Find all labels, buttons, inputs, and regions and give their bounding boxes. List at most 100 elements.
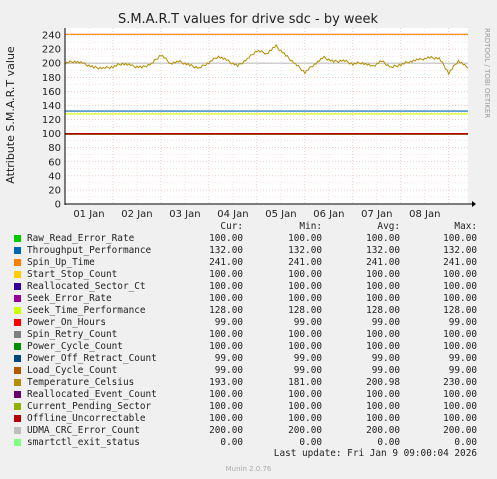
legend-avg: 200.98 — [366, 377, 400, 388]
legend-name: Start_Stop_Count — [27, 269, 118, 280]
legend-min: 100.00 — [288, 341, 322, 352]
x-tick-label: 04 Jan — [217, 209, 248, 220]
legend-max: 100.00 — [443, 389, 477, 400]
legend-row: Reallocated_Event_Count 100.00 100.00 100.0… — [0, 389, 497, 401]
legend-swatch — [14, 403, 21, 410]
y-tick-label: 180 — [42, 73, 61, 84]
legend-max: 100.00 — [443, 269, 477, 280]
y-tick-label: 120 — [42, 115, 61, 126]
legend-swatch — [14, 247, 21, 254]
last-update: Last update: Fri Jan 9 09:00:04 2026 — [273, 448, 477, 459]
legend-name: smartctl_exit_status — [27, 437, 140, 448]
legend-min: 100.00 — [288, 233, 322, 244]
rrdtool-credit: RRDTOOL / TOBI OETIKER — [483, 28, 491, 118]
legend-swatch — [14, 295, 21, 302]
legend-avg: 100.00 — [366, 389, 400, 400]
legend-row: Seek_Time_Performance 128.00 128.00 128.00 1… — [0, 305, 497, 317]
legend-header-cur: Cur: — [220, 221, 243, 232]
legend-max: 100.00 — [443, 413, 477, 424]
y-tick-label: 100 — [42, 129, 61, 140]
legend-min: 200.00 — [288, 425, 322, 436]
x-axis-arrow — [472, 201, 476, 207]
legend-row: Spin_Retry_Count 100.00 100.00 100.00 100.00 — [0, 329, 497, 341]
smart-chart: S.M.A.R.T values for drive sdc - by week… — [0, 0, 497, 221]
legend-swatch — [14, 379, 21, 386]
legend-cur: 99.00 — [214, 353, 243, 364]
legend-min: 99.00 — [293, 353, 322, 364]
legend-row: Seek_Error_Rate 100.00 100.00 100.00 100.00 — [0, 293, 497, 305]
legend-row: Throughput_Performance 132.00 132.00 132.00… — [0, 245, 497, 257]
legend-cur: 128.00 — [209, 305, 243, 316]
legend-min: 100.00 — [288, 281, 322, 292]
legend-row: Raw_Read_Error_Rate 100.00 100.00 100.00 100… — [0, 233, 497, 245]
legend-cur: 132.00 — [209, 245, 243, 256]
legend-header-avg: Avg: — [377, 221, 400, 232]
x-tick-labels: 01 Jan 02 Jan 03 Jan 04 Jan 05 Jan 06 Jan 07 J… — [73, 209, 440, 220]
legend-cur: 100.00 — [209, 389, 243, 400]
legend-min: 241.00 — [288, 257, 322, 268]
legend-cur: 99.00 — [214, 317, 243, 328]
legend-avg: 100.00 — [366, 341, 400, 352]
munin-version: Munin 2.0.76 — [225, 465, 272, 473]
legend-avg: 100.00 — [366, 413, 400, 424]
legend-cur: 100.00 — [209, 341, 243, 352]
y-tick-label: 80 — [48, 143, 61, 154]
y-tick-label: 220 — [42, 45, 61, 56]
legend-max: 241.00 — [443, 257, 477, 268]
legend-avg: 99.00 — [371, 353, 400, 364]
legend-name: Power_Off_Retract_Count — [27, 353, 157, 364]
legend-swatch — [14, 271, 21, 278]
legend-name: Load_Cycle_Count — [27, 365, 118, 376]
legend-cur: 241.00 — [209, 257, 243, 268]
legend-row: Offline_Uncorrectable 100.00 100.00 100.00 1… — [0, 413, 497, 425]
legend-row: Load_Cycle_Count 99.00 99.00 99.00 99.00 — [0, 365, 497, 377]
legend-row: Reallocated_Sector_Ct 100.00 100.00 100.00 1… — [0, 281, 497, 293]
legend-avg: 128.00 — [366, 305, 400, 316]
legend-cur: 100.00 — [209, 401, 243, 412]
y-tick-label: 140 — [42, 101, 61, 112]
plot-area — [65, 28, 468, 204]
legend-swatch — [14, 343, 21, 350]
legend-swatch — [14, 427, 21, 434]
legend-cur: 100.00 — [209, 233, 243, 244]
legend-min: 99.00 — [293, 365, 322, 376]
legend-max: 230.00 — [443, 377, 477, 388]
legend-swatch — [14, 415, 21, 422]
y-tick-label: 0 — [55, 200, 61, 211]
legend-name: Spin_Retry_Count — [27, 329, 118, 340]
y-tick-label: 40 — [48, 171, 61, 182]
legend-max: 99.00 — [448, 365, 477, 376]
legend-max: 100.00 — [443, 341, 477, 352]
legend-min: 128.00 — [288, 305, 322, 316]
x-tick-label: 01 Jan — [73, 209, 104, 220]
legend-max: 128.00 — [443, 305, 477, 316]
legend-name: Power_On_Hours — [27, 317, 107, 328]
legend-name: Power_Cycle_Count — [27, 341, 123, 352]
legend-min: 99.00 — [293, 317, 322, 328]
legend-min: 100.00 — [288, 389, 322, 400]
legend-cur: 99.00 — [214, 365, 243, 376]
legend-name: Throughput_Performance — [27, 245, 152, 256]
legend-avg: 99.00 — [371, 365, 400, 376]
y-tick-label: 60 — [48, 157, 61, 168]
legend-name: Reallocated_Sector_Ct — [27, 281, 146, 292]
series-lines — [64, 33, 469, 205]
legend-avg: 200.00 — [366, 425, 400, 436]
legend-name: Offline_Uncorrectable — [27, 413, 146, 424]
legend-row: Start_Stop_Count 100.00 100.00 100.00 100.00 — [0, 269, 497, 281]
legend-swatch — [14, 283, 21, 290]
legend-avg: 100.00 — [366, 233, 400, 244]
legend-header-min: Min: — [299, 221, 322, 232]
legend-cur: 100.00 — [209, 281, 243, 292]
legend-row: Power_On_Hours 99.00 99.00 99.00 99.00 — [0, 317, 497, 329]
legend-name: Raw_Read_Error_Rate — [27, 233, 135, 244]
legend-swatch — [14, 439, 21, 446]
legend-swatch — [14, 331, 21, 338]
legend-max: 0.00 — [454, 437, 477, 448]
legend-min: 0.00 — [299, 437, 322, 448]
legend-row: Current_Pending_Sector 100.00 100.00 100.00… — [0, 401, 497, 413]
legend-cur: 100.00 — [209, 329, 243, 340]
legend-swatch — [14, 391, 21, 398]
legend-avg: 100.00 — [366, 269, 400, 280]
x-tick-label: 06 Jan — [313, 209, 344, 220]
